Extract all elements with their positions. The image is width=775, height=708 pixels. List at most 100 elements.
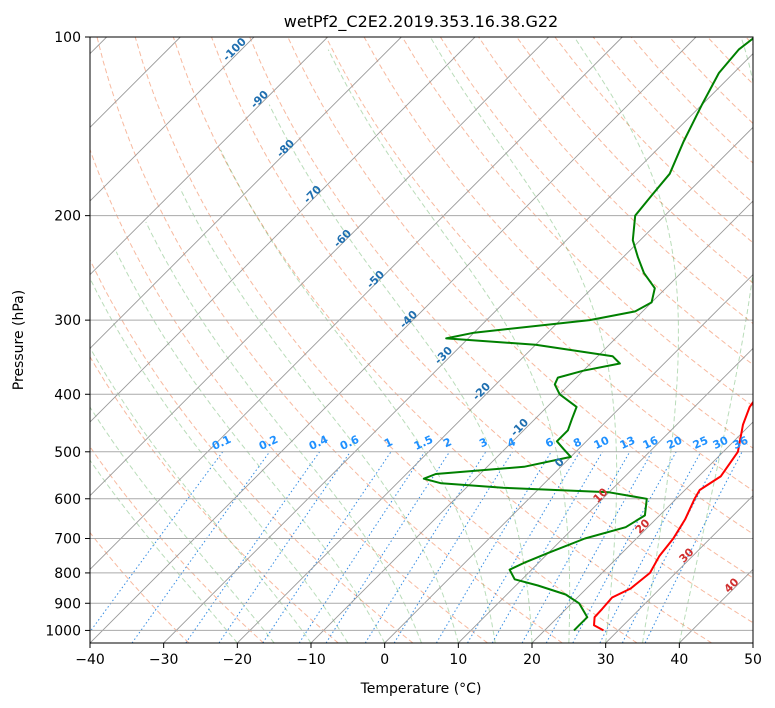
mixing-ratio-line bbox=[521, 451, 631, 643]
dry-adiabat bbox=[90, 445, 264, 643]
temperature-profile bbox=[593, 400, 753, 632]
dry-adiabat bbox=[707, 37, 753, 85]
mixing-ratio-line bbox=[298, 451, 426, 643]
skew-temp-label: -30 bbox=[432, 344, 455, 367]
isotherm bbox=[310, 200, 753, 643]
dry-adiabat bbox=[90, 148, 488, 643]
mixing-ratio-label: 20 bbox=[665, 434, 685, 452]
mixing-ratio-label: 10 bbox=[592, 434, 612, 452]
moist-adiabat bbox=[115, 251, 386, 643]
dry-adiabat bbox=[325, 37, 753, 492]
y-tick-label: 600 bbox=[54, 492, 81, 508]
x-tick-label: −30 bbox=[149, 652, 179, 668]
skew-temp-label: -20 bbox=[470, 380, 493, 403]
moist-adiabat bbox=[327, 49, 571, 643]
y-tick-label: 1000 bbox=[45, 623, 81, 639]
mixing-ratio-label: 0.1 bbox=[210, 433, 233, 453]
background-lines bbox=[90, 37, 753, 643]
dry-adiabat bbox=[211, 37, 753, 624]
dry-adiabat bbox=[363, 37, 753, 449]
mixing-ratio-label: 16 bbox=[641, 434, 661, 452]
dry-adiabat bbox=[90, 258, 414, 643]
moist-adiabat bbox=[268, 104, 533, 643]
isotherm bbox=[531, 421, 753, 643]
skew-temp-label: 20 bbox=[633, 516, 653, 536]
mixing-ratio-label: 36 bbox=[731, 434, 751, 452]
mixing-ratio-label: 0.4 bbox=[307, 433, 330, 453]
x-tick-label: 10 bbox=[449, 652, 467, 668]
y-tick-label: 800 bbox=[54, 566, 81, 582]
isotherm bbox=[752, 642, 753, 643]
moist-adiabat bbox=[90, 406, 275, 643]
x-tick-label: 20 bbox=[523, 652, 541, 668]
y-axis: 100 200 300 400 500 600 700 800 900 1000 bbox=[45, 30, 90, 639]
skew-temp-label: -70 bbox=[301, 183, 324, 206]
mixing-ratio-line bbox=[90, 451, 224, 633]
mixing-ratio-label: 13 bbox=[618, 434, 637, 452]
mixing-ratio-line bbox=[572, 451, 677, 643]
mixing-ratio-line bbox=[325, 451, 451, 643]
isotherm bbox=[384, 274, 753, 643]
y-tick-label: 700 bbox=[54, 532, 81, 548]
mixing-ratio-label: 1 bbox=[382, 435, 394, 450]
skew-temp-label: 10 bbox=[591, 485, 611, 505]
mixing-ratio-line bbox=[131, 451, 271, 643]
moist-adiabat bbox=[179, 188, 459, 643]
dry-adiabat bbox=[401, 37, 753, 407]
isotherm bbox=[90, 37, 402, 349]
dry-adiabat bbox=[439, 37, 753, 366]
mixing-ratio-line bbox=[262, 451, 392, 643]
skew-temp-label: -50 bbox=[364, 268, 387, 291]
mixing-ratio-label: 3 bbox=[477, 435, 489, 450]
chart-title: wetPf2_C2E2.2019.353.16.38.G22 bbox=[284, 12, 558, 32]
y-tick-label: 900 bbox=[54, 596, 81, 612]
skew-temp-label: -60 bbox=[331, 227, 354, 250]
mixing-ratio-line bbox=[364, 451, 487, 643]
mixing-ratio-label: 1.5 bbox=[412, 433, 435, 453]
y-tick-label: 200 bbox=[54, 209, 81, 225]
mixing-ratio-label: 25 bbox=[691, 434, 710, 452]
moist-adiabat bbox=[145, 221, 422, 643]
x-tick-label: −40 bbox=[75, 652, 105, 668]
y-axis-label: Pressure (hPa) bbox=[11, 290, 27, 390]
skew-temp-label: 30 bbox=[677, 545, 697, 565]
y-tick-label: 100 bbox=[54, 30, 81, 46]
mixing-ratio-line bbox=[218, 451, 351, 643]
isotherm bbox=[458, 347, 753, 643]
mixing-ratio-label: 30 bbox=[711, 434, 731, 452]
dry-adiabat bbox=[90, 531, 190, 643]
x-axis: −40 −30 −20 −10 0 10 20 30 40 50 bbox=[75, 643, 762, 668]
x-axis-label: Temperature (°C) bbox=[360, 681, 482, 697]
moist-adiabat bbox=[678, 37, 753, 643]
mixing-ratio-line bbox=[599, 451, 702, 643]
moist-adiabat bbox=[90, 278, 349, 643]
moist-adiabat bbox=[90, 346, 312, 643]
x-tick-label: 50 bbox=[744, 652, 762, 668]
mixing-ratio-line bbox=[621, 451, 722, 643]
profile-series bbox=[422, 37, 753, 632]
dry-adiabat bbox=[745, 37, 753, 46]
isotherm bbox=[237, 126, 753, 643]
dry-adiabat bbox=[554, 37, 753, 244]
x-tick-label: 30 bbox=[597, 652, 615, 668]
isotherm bbox=[605, 495, 753, 643]
dry-adiabat bbox=[134, 37, 638, 643]
isotherm bbox=[90, 37, 697, 643]
isotherm bbox=[90, 37, 623, 570]
mixing-ratio-line bbox=[185, 451, 321, 643]
plot-frame bbox=[89, 36, 754, 644]
x-tick-label: −20 bbox=[223, 652, 253, 668]
mixing-ratio-line bbox=[435, 451, 552, 643]
moist-adiabat bbox=[90, 459, 238, 643]
skew-temp-label: -90 bbox=[248, 88, 271, 111]
dry-adiabat bbox=[478, 37, 753, 325]
skew-temp-label: -40 bbox=[397, 308, 420, 331]
moist-adiabat bbox=[573, 37, 679, 643]
x-tick-label: 0 bbox=[380, 652, 389, 668]
dry-adiabat bbox=[90, 355, 339, 643]
skew-temp-label: -80 bbox=[274, 137, 297, 160]
skew-temp-label: 40 bbox=[722, 575, 742, 595]
skew-temp-label: -100 bbox=[220, 35, 249, 64]
dry-adiabat bbox=[249, 37, 753, 579]
